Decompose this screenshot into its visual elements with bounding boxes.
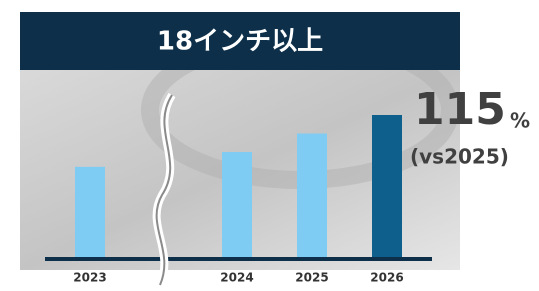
annotation-note: (vs2025) [410, 145, 509, 169]
annotation-unit: % [510, 109, 530, 133]
chart-title: 18インチ以上 [157, 27, 323, 57]
annotation-value: 115 [414, 84, 506, 135]
bar [222, 152, 252, 257]
x-tick-label: 2026 [370, 271, 403, 285]
x-tick-label: 2024 [220, 271, 253, 285]
bar [372, 115, 402, 257]
x-tick-label: 2023 [73, 271, 106, 285]
chart: 18インチ以上 2023 2024 2025 2026 115 % (vs2025) [0, 0, 539, 291]
x-tick-label: 2025 [295, 271, 328, 285]
page: {"chart_data": {"type": "bar", "title": … [0, 0, 539, 291]
bar [75, 167, 105, 257]
bar [297, 134, 327, 257]
